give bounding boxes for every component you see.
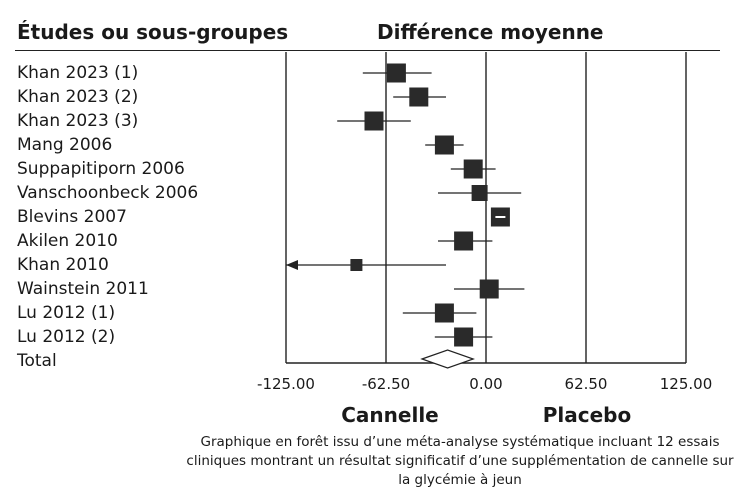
study-label: Mang 2006 [17,135,113,155]
study-label: Suppapitiporn 2006 [17,159,185,179]
tick-label: -125.00 [257,375,315,393]
side-label-cannelle: Cannelle [341,403,439,427]
figure-caption: Graphique en forêt issu d’une méta-analy… [186,434,734,488]
mean-difference-column-header: Différence moyenne [377,20,604,44]
point-estimate [471,185,488,201]
header-rule [15,50,720,51]
point-estimate [434,303,454,323]
point-estimate [386,63,406,83]
study-label: Khan 2023 (3) [17,111,139,131]
total-diamond [420,349,476,369]
tick-label: 0.00 [469,375,503,393]
study-label: Khan 2023 (2) [17,87,139,107]
point-estimate [434,135,454,155]
point-estimate [409,87,429,107]
study-label: Blevins 2007 [17,207,127,227]
studies-column-header: Études ou sous-groupes [17,20,289,44]
study-label: Khan 2023 (1) [17,63,139,83]
tick-label: -62.50 [361,375,411,393]
side-label-placebo: Placebo [542,403,632,427]
study-label: Akilen 2010 [17,231,118,251]
tick-label: 125.00 [659,375,713,393]
point-estimate [364,111,384,131]
study-label: Lu 2012 (1) [17,303,116,323]
point-estimate [463,159,483,179]
ci-arrow-left [286,260,298,270]
point-estimate [479,279,499,299]
study-label: Lu 2012 (2) [17,327,116,347]
study-label: Vanschoonbeck 2006 [17,183,199,203]
total-label: Total [17,351,57,371]
study-label: Wainstein 2011 [17,279,149,299]
tick-label: 62.50 [564,375,608,393]
point-estimate [454,231,474,251]
point-estimate [350,259,363,271]
study-label: Khan 2010 [17,255,109,275]
point-estimate [454,327,474,347]
